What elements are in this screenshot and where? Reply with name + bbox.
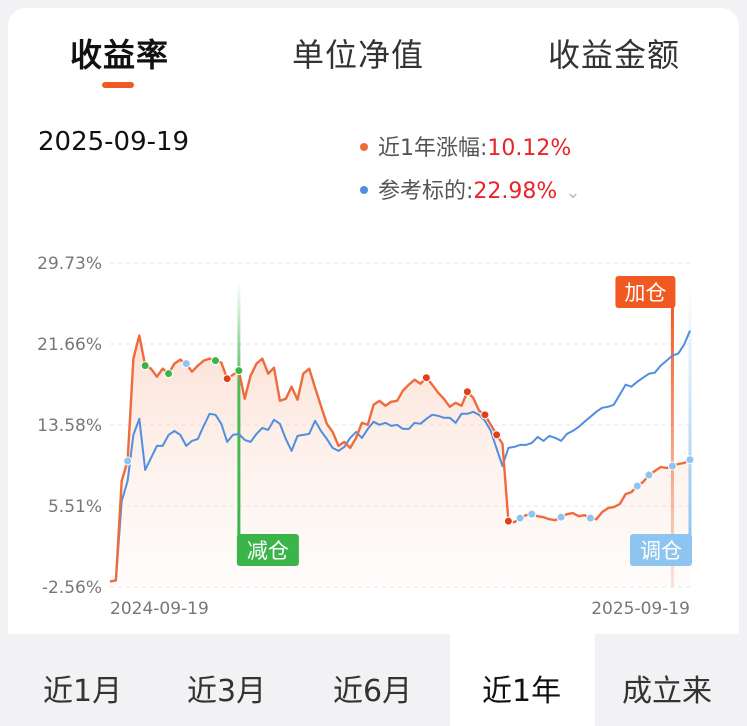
reduce-marker-line <box>237 282 241 540</box>
time-range-active-bg <box>450 634 595 726</box>
buy-dot <box>140 361 150 371</box>
fund-area-fill <box>110 335 690 587</box>
y-tick-label: 29.73% <box>37 254 102 274</box>
y-tick-label: -2.56% <box>42 578 102 598</box>
dividend-dot <box>585 513 595 523</box>
y-tick-label: 5.51% <box>48 497 102 517</box>
chevron-down-icon[interactable]: ⌄ <box>565 182 581 203</box>
tab-active-indicator <box>102 82 134 88</box>
x-axis-ticks: 2024-09-19 2025-09-19 <box>110 599 690 619</box>
range-1m[interactable]: 近1月 <box>43 674 123 709</box>
adjust-label-bg <box>630 534 692 566</box>
x-tick-end: 2025-09-19 <box>591 599 690 619</box>
transaction-dots <box>123 356 695 526</box>
adjust-label: 调仓 <box>640 539 682 563</box>
sell-dot <box>492 430 502 440</box>
buy-dot <box>210 356 220 366</box>
y-axis-ticks: 29.73% 21.66% 13.58% 5.51% -2.56% <box>37 254 102 598</box>
sell-dot <box>503 516 513 526</box>
legend-benchmark[interactable]: 参考标的:22.98% ⌄ <box>360 173 580 205</box>
time-range-bar: 近1月 近3月 近6月 近1年 成立来 <box>0 634 747 726</box>
x-tick-start: 2024-09-19 <box>110 599 209 619</box>
dividend-dot <box>181 359 191 369</box>
dividend-dot <box>685 455 695 465</box>
fund-value: 10.12% <box>487 136 572 161</box>
dividend-dot <box>527 509 537 519</box>
buy-dot <box>164 369 174 379</box>
sell-dot <box>462 387 472 397</box>
fund-area <box>110 335 690 587</box>
benchmark-dot-icon <box>360 186 368 194</box>
reduce-label: 减仓 <box>247 539 289 563</box>
dividend-dot <box>515 513 525 523</box>
sell-dot <box>480 410 490 420</box>
chart-card <box>8 8 739 726</box>
tab-yield-amount[interactable]: 收益金额 <box>548 36 681 74</box>
range-3m[interactable]: 近3月 <box>187 674 267 709</box>
tab-unit-nav[interactable]: 单位净值 <box>292 36 425 74</box>
reduce-label-bg <box>236 534 299 566</box>
range-1y[interactable]: 近1年 <box>482 674 562 709</box>
fund-dot-icon <box>360 143 368 151</box>
dividend-dot <box>123 456 133 466</box>
dividend-dot <box>644 470 654 480</box>
tab-yield-rate[interactable]: 收益率 <box>70 36 170 74</box>
sell-dot <box>222 374 232 384</box>
range-6m[interactable]: 近6月 <box>333 674 413 709</box>
adjust-marker-line <box>688 285 692 537</box>
dividend-dot <box>667 461 677 471</box>
y-tick-label: 21.66% <box>37 335 102 355</box>
add-marker-line <box>670 305 674 587</box>
range-since-inception[interactable]: 成立来 <box>622 674 712 709</box>
benchmark-value: 22.98% <box>473 179 558 204</box>
benchmark-line <box>109 330 691 583</box>
add-label: 加仓 <box>624 281 666 305</box>
y-tick-label: 13.58% <box>37 416 102 436</box>
legend-fund: 近1年涨幅:10.12% <box>360 130 571 162</box>
trade-marker-lines <box>237 282 692 587</box>
selected-date: 2025-09-19 <box>38 127 190 157</box>
dividend-dot <box>556 512 566 522</box>
buy-dot <box>234 366 244 376</box>
benchmark-label: 参考标的: <box>378 179 474 204</box>
dividend-dot <box>632 481 642 491</box>
add-label-bg <box>615 276 676 308</box>
sell-dot <box>421 373 431 383</box>
fund-label: 近1年涨幅: <box>378 136 488 161</box>
